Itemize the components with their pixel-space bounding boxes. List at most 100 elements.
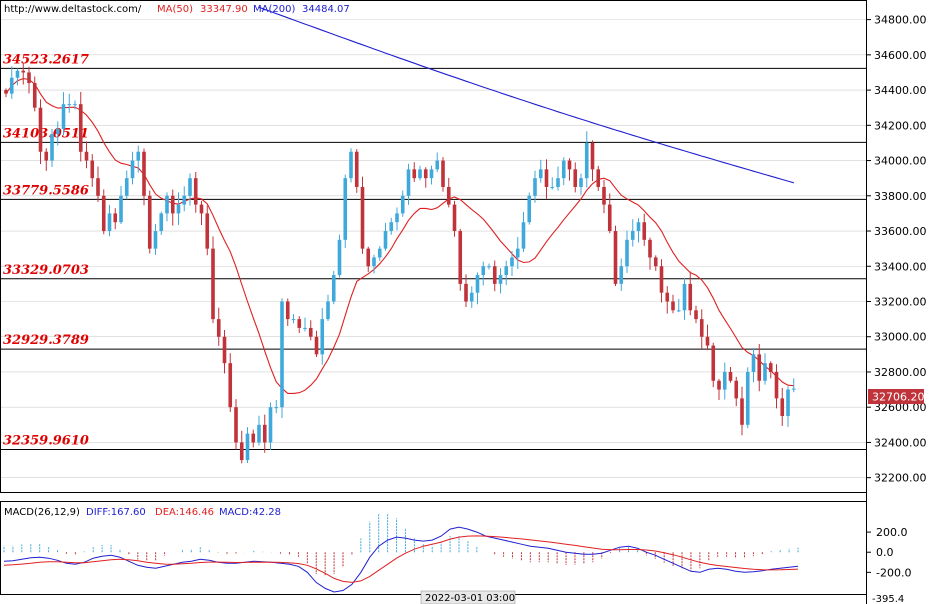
level-label: 32359.9610 <box>3 433 89 448</box>
candle-body <box>791 388 796 390</box>
candle-body <box>630 231 635 240</box>
candle-body <box>418 169 422 179</box>
candle-body <box>159 213 164 232</box>
ma200-line <box>258 6 794 184</box>
y-tick-label: 33400.00 <box>874 260 927 273</box>
macd-diff-line <box>3 526 799 593</box>
candle-body <box>165 195 169 214</box>
candle-body <box>257 424 261 443</box>
candle-body <box>561 160 566 179</box>
candle-body <box>291 319 296 321</box>
y-tick-label: 32400.00 <box>874 436 927 449</box>
candle-body <box>303 327 307 329</box>
candle-body <box>780 398 785 417</box>
candle-body <box>274 407 279 409</box>
candle-body <box>136 151 141 161</box>
candle-body <box>625 239 629 267</box>
candle-body <box>406 169 411 196</box>
ma50-value: 33347.90 <box>200 4 248 15</box>
macd-tick-label: 200.0 <box>876 526 908 539</box>
candle-body <box>326 301 330 320</box>
x-axis-label: 2022-03-01 03:00 <box>425 593 515 604</box>
macd-diff-text: DIFF:167.60 <box>86 507 146 518</box>
candle-body <box>119 195 123 223</box>
candle-body <box>694 310 698 320</box>
ma50-line <box>5 78 794 394</box>
candle-body <box>308 327 313 337</box>
candle-body <box>688 283 693 311</box>
candle-body <box>234 407 238 443</box>
candle-body <box>504 266 509 276</box>
candle-body <box>268 407 273 443</box>
candle-body <box>544 169 549 187</box>
candle-body <box>717 380 721 390</box>
candle-body <box>262 424 267 443</box>
candle-body <box>107 213 112 232</box>
macd-bottom-label: -395.4 <box>872 594 904 604</box>
candle-body <box>550 186 555 188</box>
candle-body <box>153 231 158 249</box>
candle-body <box>343 178 348 240</box>
candle-body <box>722 371 727 390</box>
candle-body <box>182 195 187 205</box>
candle-body <box>222 336 227 364</box>
candle-body <box>452 204 457 232</box>
candle-body <box>73 104 77 106</box>
candle-body <box>441 160 445 187</box>
candle-body <box>337 239 342 276</box>
candle-body <box>320 319 325 355</box>
candle-body <box>464 283 468 302</box>
candle-body <box>4 90 8 94</box>
candle-body <box>27 72 31 84</box>
candle-body <box>487 266 491 268</box>
x-label-box <box>420 590 516 604</box>
candle-body <box>245 433 250 461</box>
candle-body <box>636 222 641 232</box>
candle-body <box>113 213 118 223</box>
candle-body <box>38 107 43 152</box>
level-label: 34523.2617 <box>3 52 89 67</box>
candle-body <box>774 371 779 399</box>
candle-body <box>170 195 175 214</box>
candle-body <box>412 169 417 179</box>
candle-body <box>613 231 618 284</box>
macd-dea-line <box>3 535 799 583</box>
candle-body <box>349 151 353 179</box>
candle-body <box>527 195 532 223</box>
candle-body <box>533 178 537 196</box>
y-tick-label: 33800.00 <box>874 190 927 203</box>
candle-body <box>515 248 520 258</box>
candle-body <box>124 178 129 196</box>
candle-body <box>705 336 710 346</box>
ma50-label: MA(50) <box>157 4 193 15</box>
candle-body <box>745 371 750 425</box>
candle-body <box>556 178 560 187</box>
candle-body <box>590 142 595 170</box>
candle-body <box>423 169 428 179</box>
candle-body <box>285 301 290 320</box>
candle-body <box>372 257 376 267</box>
y-tick-label: 34400.00 <box>874 84 927 97</box>
candle-body <box>228 363 233 408</box>
candle-body <box>458 231 463 284</box>
y-tick-label: 33600.00 <box>874 225 927 238</box>
macd-value-text: MACD:42.28 <box>219 507 281 518</box>
candle-body <box>44 151 49 161</box>
candle-body <box>481 266 486 276</box>
candle-body <box>377 248 382 258</box>
level-label: 33779.5586 <box>3 183 89 198</box>
candle-body <box>130 160 135 179</box>
candle-body <box>205 213 210 249</box>
candle-body <box>757 354 762 381</box>
candle-body <box>32 83 37 108</box>
candle-body <box>400 195 405 214</box>
candle-body <box>314 336 319 355</box>
ma200-label: MA(200) <box>253 4 295 15</box>
candle-body <box>579 178 583 187</box>
candle-body <box>280 301 284 408</box>
y-tick-label: 33200.00 <box>874 295 927 308</box>
candle-body <box>521 222 526 249</box>
candle-body <box>383 231 388 249</box>
